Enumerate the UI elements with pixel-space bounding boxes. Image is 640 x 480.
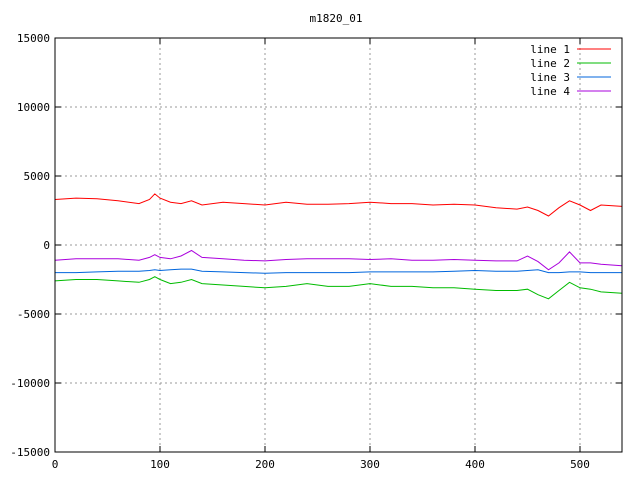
y-tick-label: 15000 bbox=[17, 32, 50, 45]
legend-label-2: line 2 bbox=[530, 57, 570, 70]
plot-lines bbox=[54, 193, 623, 300]
y-tick-label: 0 bbox=[43, 239, 50, 252]
x-tick-label: 0 bbox=[52, 458, 59, 471]
legend-label-1: line 1 bbox=[530, 43, 570, 56]
legend-label-3: line 3 bbox=[530, 71, 570, 84]
y-tick-label: -10000 bbox=[10, 377, 50, 390]
legend-label-4: line 4 bbox=[530, 85, 570, 98]
grid bbox=[55, 38, 622, 452]
x-tick-label: 100 bbox=[150, 458, 170, 471]
y-tick-label: 10000 bbox=[17, 101, 50, 114]
x-tick-label: 300 bbox=[360, 458, 380, 471]
x-tick-label: 200 bbox=[255, 458, 275, 471]
x-tick-label: 400 bbox=[465, 458, 485, 471]
x-tick-label: 500 bbox=[570, 458, 590, 471]
y-tick-label: -15000 bbox=[10, 446, 50, 459]
y-tick-label: 5000 bbox=[24, 170, 51, 183]
y-tick-label: -5000 bbox=[17, 308, 50, 321]
series-line-1 bbox=[54, 193, 623, 217]
series-line-4 bbox=[54, 249, 623, 271]
series-line-2 bbox=[54, 276, 623, 300]
chart-title: m1820_01 bbox=[310, 12, 363, 25]
series-line-3 bbox=[55, 268, 622, 274]
